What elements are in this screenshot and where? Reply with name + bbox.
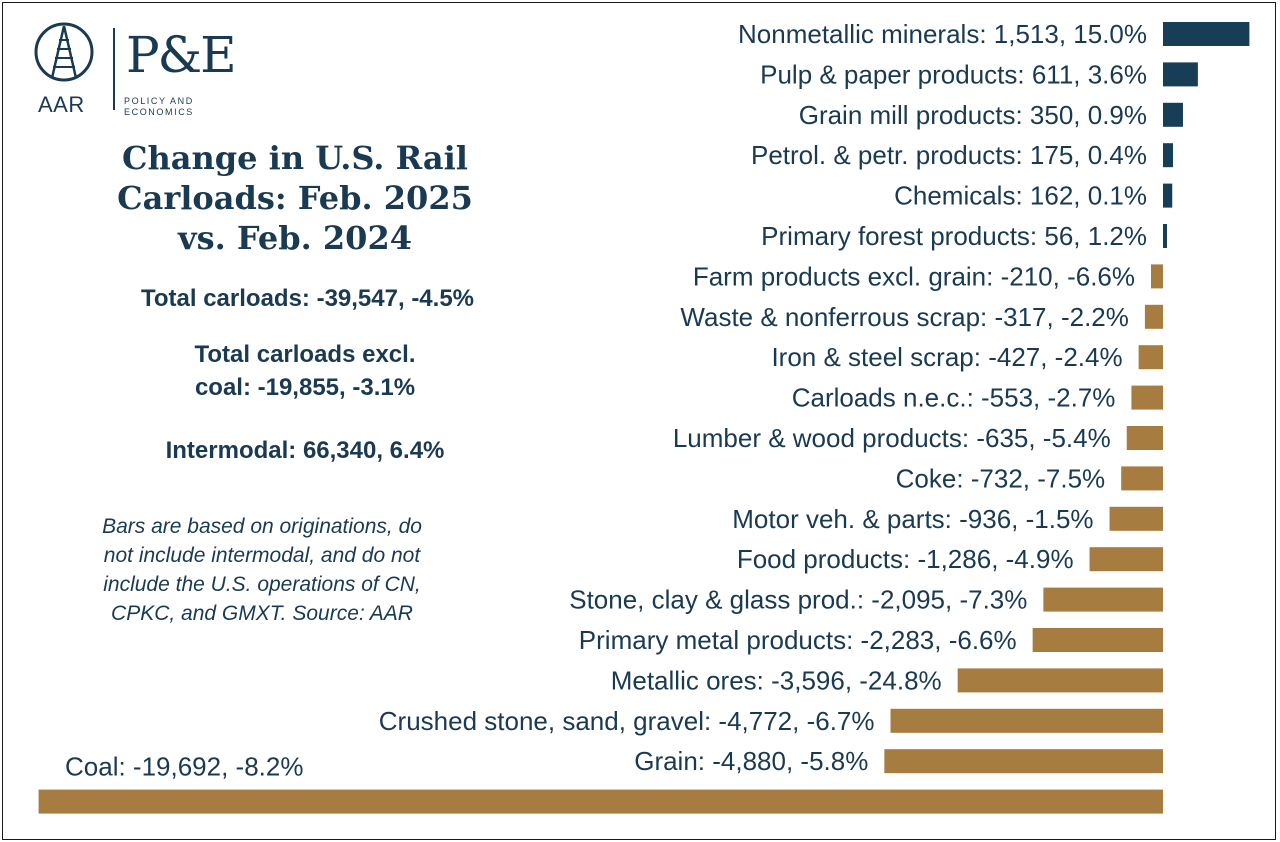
bar-label: Chemicals: 162, 0.1%	[894, 181, 1147, 211]
footnote-line: not include intermodal, and do not	[103, 544, 421, 567]
bar-label: Primary forest products: 56, 1.2%	[761, 221, 1147, 251]
bar-label: Grain mill products: 350, 0.9%	[799, 100, 1147, 130]
bar-chemicals	[1163, 183, 1173, 208]
bar-farm-products-excl-grain	[1151, 264, 1163, 289]
excl-coal-line-2: coal: -19,855, -3.1%	[194, 374, 416, 401]
title-line-1: Change in U.S. Rail	[122, 139, 468, 177]
bar-stone-clay-glass-prod	[1043, 587, 1163, 612]
bar-label: Pulp & paper products: 611, 3.6%	[760, 59, 1147, 89]
bar-label: Petrol. & petr. products: 175, 0.4%	[751, 140, 1147, 170]
bar-label: Nonmetallic minerals: 1,513, 15.0%	[738, 19, 1147, 49]
bar-primary-forest-products	[1163, 224, 1167, 248]
bar-pulp-paper-products	[1163, 62, 1198, 87]
aar-logo-icon	[34, 22, 115, 110]
intermodal-stat: Intermodal: 66,340, 6.4%	[165, 437, 445, 464]
bar-label: Waste & nonferrous scrap: -317, -2.2%	[680, 302, 1128, 332]
total-carloads-stat: Total carloads: -39,547, -4.5%	[140, 285, 475, 312]
title-line-3: vs. Feb. 2024	[178, 219, 412, 257]
footnote-line: include the U.S. operations of CN,	[103, 573, 421, 596]
bar-label: Coke: -732, -7.5%	[896, 463, 1106, 493]
bar-coke	[1121, 466, 1163, 491]
bar-coal	[38, 789, 1164, 814]
logo-sub-line-2: ECONOMICS	[124, 107, 194, 117]
bar-label: Crushed stone, sand, gravel: -4,772, -6.…	[379, 706, 875, 736]
bar-label: Motor veh. & parts: -936, -1.5%	[732, 504, 1093, 534]
bar-label: Food products: -1,286, -4.9%	[737, 544, 1074, 574]
bar-waste-nonferrous-scrap	[1144, 304, 1163, 329]
total-excl-coal-stat: Total carloads excl. coal: -19,855, -3.1…	[150, 338, 460, 404]
bar-metallic-ores	[957, 668, 1163, 693]
logo-division-subtitle: POLICY AND ECONOMICS	[124, 96, 234, 118]
title-line-2: Carloads: Feb. 2025	[117, 179, 473, 217]
bar-label: Iron & steel scrap: -427, -2.4%	[771, 342, 1122, 372]
bar-lumber-wood-products	[1126, 426, 1163, 450]
bar-food-products	[1089, 547, 1163, 572]
bar-label: Carloads n.e.c.: -553, -2.7%	[792, 383, 1116, 413]
footnote-line: Bars are based on originations, do	[102, 515, 422, 538]
bar-label: Metallic ores: -3,596, -24.8%	[611, 665, 942, 695]
bar-grain	[884, 749, 1163, 774]
footnote-line: CPKC, and GMXT. Source: AAR	[111, 602, 413, 625]
logo-org-text: AAR	[38, 92, 85, 117]
bar-nonmetallic-minerals	[1163, 22, 1250, 46]
bar-motor-veh-parts	[1109, 506, 1163, 531]
bar-label: Farm products excl. grain: -210, -6.6%	[693, 261, 1135, 291]
bar-petrol-petr-products	[1163, 143, 1173, 168]
bar-iron-steel-scrap	[1138, 345, 1163, 370]
bar-label: Lumber & wood products: -635, -5.4%	[673, 423, 1111, 453]
bar-label: Grain: -4,880, -5.8%	[634, 746, 868, 776]
bar-crushed-stone-sand-gravel	[890, 708, 1163, 733]
bar-label: Primary metal products: -2,283, -6.6%	[579, 625, 1017, 655]
bar-grain-mill-products	[1163, 102, 1183, 127]
logo-division-text: P&E	[126, 26, 237, 84]
bar-carloads-n-e-c	[1131, 385, 1163, 410]
chart-title: Change in U.S. Rail Carloads: Feb. 2025 …	[90, 138, 500, 258]
footnote: Bars are based on originations, do not i…	[52, 512, 472, 628]
bar-primary-metal-products	[1032, 628, 1163, 652]
bar-label: Stone, clay & glass prod.: -2,095, -7.3%	[569, 585, 1027, 615]
excl-coal-line-1: Total carloads excl.	[194, 341, 416, 368]
bar-label: Coal: -19,692, -8.2%	[65, 752, 303, 782]
logo-sub-line-1: POLICY AND	[124, 96, 194, 106]
